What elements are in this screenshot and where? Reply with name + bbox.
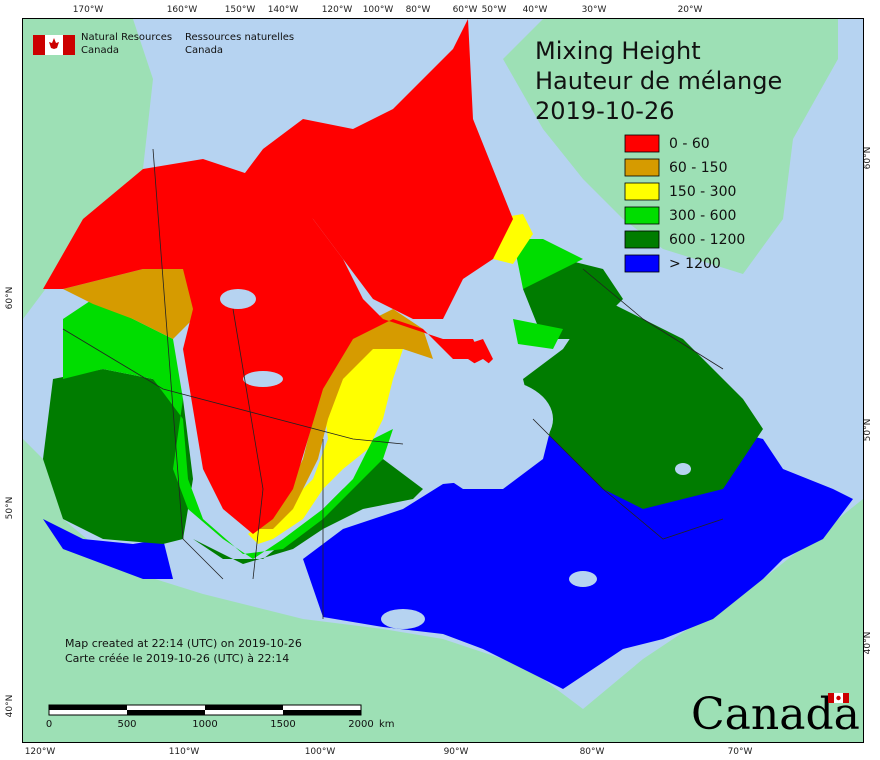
non-canada-land — [23, 19, 863, 742]
legend-swatch — [624, 230, 660, 249]
legend-swatch — [624, 254, 660, 273]
top-graticule-labels: 170°W 160°W 150°W 140°W 120°W 100°W 80°W… — [73, 5, 703, 15]
top-tick: 150°W — [225, 5, 256, 15]
top-tick: 160°W — [167, 5, 198, 15]
left-tick: 50°N — [5, 497, 15, 520]
legend-label: 300 - 600 — [669, 208, 736, 224]
scale-label: 1000 — [192, 719, 217, 730]
zone-60-150 — [63, 259, 203, 339]
agency-en-line1: Natural Resources — [81, 32, 172, 43]
nrcan-signature: Natural Resources Canada Ressources natu… — [33, 32, 294, 56]
scale-label: 500 — [117, 719, 136, 730]
map-panel: Natural Resources Canada Ressources natu… — [22, 18, 864, 743]
zone-150-300 — [248, 339, 403, 544]
bottom-tick: 90°W — [444, 747, 469, 757]
bottom-tick: 100°W — [305, 747, 336, 757]
top-tick: 60°W — [453, 5, 478, 15]
right-tick: 40°N — [863, 632, 873, 655]
scale-bar: 0 500 1000 1500 2000 km — [46, 704, 395, 730]
legend-label: 0 - 60 — [669, 136, 710, 152]
wordmark-flag-icon — [828, 693, 849, 703]
provincial-boundaries — [62, 148, 724, 619]
canada-wordmark: Canada — [691, 689, 860, 740]
created-note-en: Map created at 22:14 (UTC) on 2019-10-26 — [65, 637, 302, 650]
canada-flag-icon — [33, 35, 75, 55]
legend-swatch — [624, 134, 660, 153]
legend-label: 150 - 300 — [669, 184, 736, 200]
mixing-height-zones — [43, 19, 853, 689]
map-title: Mixing Height Hauteur de mélange 2019-10… — [535, 37, 782, 125]
legend-swatch — [624, 158, 660, 177]
agency-fr-line2: Canada — [185, 45, 223, 56]
top-tick: 40°W — [523, 5, 548, 15]
left-tick: 40°N — [5, 695, 15, 718]
zone-600-1200 — [523, 299, 763, 509]
title-date: 2019-10-26 — [535, 97, 674, 125]
scale-unit: km — [379, 719, 395, 730]
top-tick: 120°W — [322, 5, 353, 15]
legend-swatch — [624, 182, 660, 201]
top-tick: 50°W — [482, 5, 507, 15]
map-canvas: Natural Resources Canada Ressources natu… — [23, 19, 863, 742]
legend: 0 - 60 60 - 150 150 - 300 300 - 600 600 - 12… — [624, 134, 745, 273]
top-tick: 100°W — [363, 5, 394, 15]
legend-label: 600 - 1200 — [669, 232, 745, 248]
legend-swatch — [624, 206, 660, 225]
legend-label: 60 - 150 — [669, 160, 728, 176]
title-line-en: Mixing Height — [535, 37, 701, 65]
agency-en-line2: Canada — [81, 45, 119, 56]
legend-label: > 1200 — [669, 256, 721, 272]
top-tick: 30°W — [582, 5, 607, 15]
left-tick: 60°N — [5, 287, 15, 310]
top-tick: 170°W — [73, 5, 104, 15]
left-graticule-labels: 60°N 50°N 40°N — [5, 287, 15, 718]
bottom-tick: 70°W — [728, 747, 753, 757]
created-note-fr: Carte créée le 2019-10-26 (UTC) à 22:14 — [65, 652, 289, 665]
right-graticule-labels: 60°N 50°N 40°N — [863, 147, 873, 655]
bottom-graticule-labels: 120°W 110°W 100°W 90°W 80°W 70°W — [25, 747, 753, 757]
scale-label: 0 — [46, 719, 52, 730]
bottom-tick: 80°W — [580, 747, 605, 757]
right-tick: 50°N — [863, 419, 873, 442]
hudson-bay — [403, 359, 553, 489]
scale-label: 2000 — [348, 719, 373, 730]
scale-label: 1500 — [270, 719, 295, 730]
top-tick: 140°W — [268, 5, 299, 15]
bottom-tick: 110°W — [169, 747, 200, 757]
top-tick: 20°W — [678, 5, 703, 15]
title-line-fr: Hauteur de mélange — [535, 67, 782, 95]
zone-0-60 — [43, 159, 483, 534]
bottom-tick: 120°W — [25, 747, 56, 757]
top-tick: 80°W — [406, 5, 431, 15]
right-tick: 60°N — [863, 147, 873, 170]
agency-fr-line1: Ressources naturelles — [185, 32, 294, 43]
zone-300-600 — [63, 299, 393, 559]
